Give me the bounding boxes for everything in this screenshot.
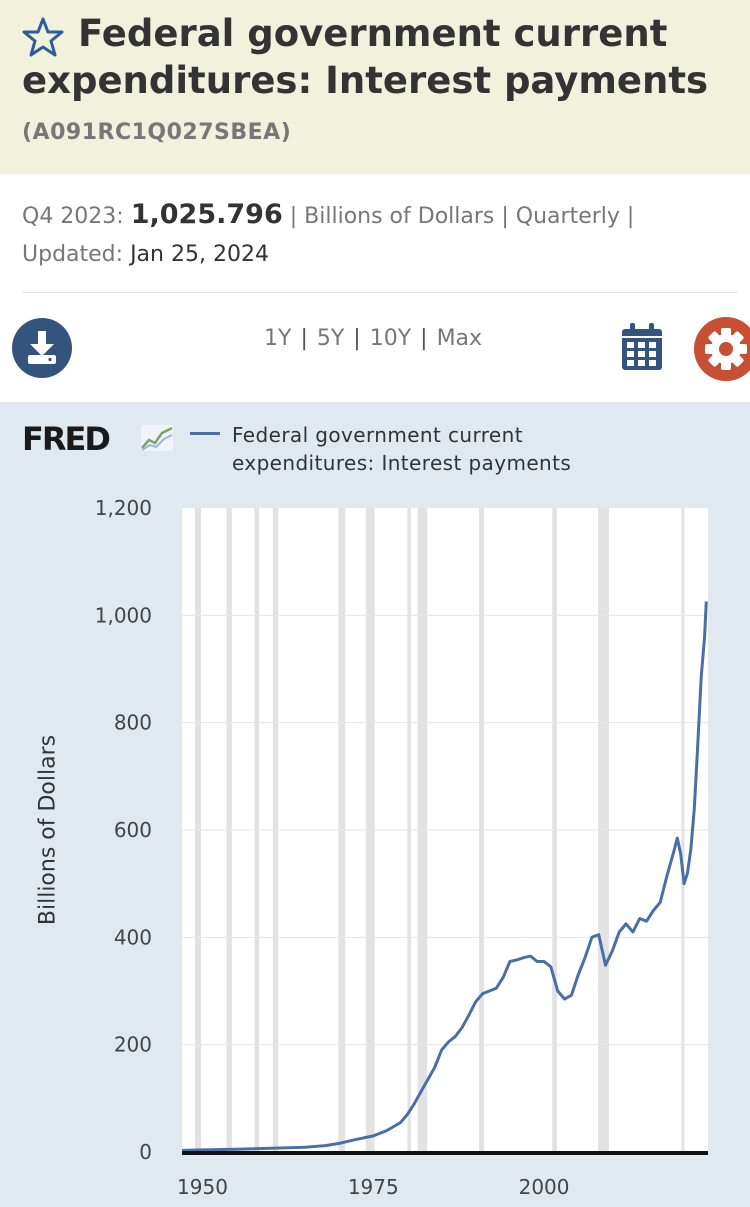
x-tick-label: 1975 [348, 1175, 399, 1199]
settings-button[interactable] [694, 317, 750, 381]
series-line [181, 601, 708, 1152]
line-chart: 0 200 400 600 800 1,000 1,200 1950 1975 2000 [95, 496, 708, 1199]
updated-label: Updated: [22, 242, 124, 267]
divider [22, 292, 738, 293]
fred-chart-icon [141, 425, 173, 451]
units-label: Billions of Dollars [304, 204, 495, 229]
legend-swatch [190, 432, 220, 435]
x-tick-label: 1950 [177, 1175, 228, 1199]
range-5y[interactable]: 5Y [316, 326, 345, 351]
x-tick-label: 2000 [519, 1175, 570, 1199]
download-button[interactable] [12, 318, 72, 378]
range-selector: 1Y | 5Y | 10Y | Max [264, 326, 483, 351]
y-tick-label: 400 [114, 925, 152, 949]
y-tick-label: 1,000 [95, 603, 152, 627]
range-10y[interactable]: 10Y [369, 326, 412, 351]
y-tick-label: 1,200 [95, 496, 152, 520]
gear-icon [705, 328, 747, 370]
y-tick-label: 800 [114, 711, 152, 735]
latest-value: 1,025.796 [130, 199, 283, 230]
title-block [0, 0, 750, 174]
period-label: Q4 2023: [22, 204, 124, 229]
range-max[interactable]: Max [436, 326, 483, 351]
calendar-icon[interactable] [620, 322, 664, 372]
series-meta: Q4 2023: 1,025.796 | Billions of Dollars… [22, 199, 635, 267]
page-title: Federal government current expenditures:… [22, 12, 709, 102]
download-icon [28, 331, 56, 364]
range-1y[interactable]: 1Y [264, 326, 292, 351]
y-tick-label: 600 [114, 818, 152, 842]
y-tick-label: 200 [114, 1033, 152, 1057]
legend-label: Federal government current expenditures:… [232, 423, 572, 475]
series-id: (A091RC1Q027SBEA) [22, 120, 292, 145]
fred-logo[interactable]: FRED [22, 420, 111, 458]
y-tick-label: 0 [139, 1140, 152, 1164]
star-outline-icon[interactable] [22, 16, 64, 58]
frequency-label: Quarterly [515, 204, 620, 229]
updated-date: Jan 25, 2024 [130, 242, 269, 267]
